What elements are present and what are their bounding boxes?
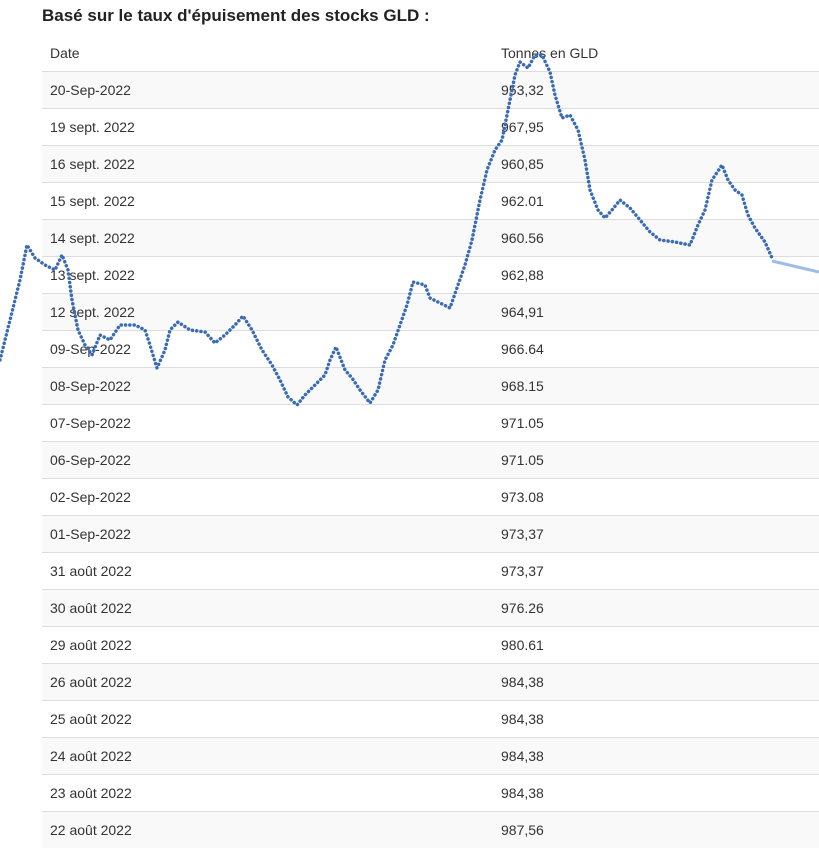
date-cell: 15 sept. 2022 xyxy=(42,182,493,220)
date-cell: 06-Sep-2022 xyxy=(42,441,493,479)
table-row: 14 sept. 2022 960.56 xyxy=(42,219,819,257)
page-title: Basé sur le taux d'épuisement des stocks… xyxy=(42,6,430,25)
tonnes-cell: 962,88 xyxy=(493,256,819,294)
table-row: 23 août 2022 984,38 xyxy=(42,774,819,812)
date-cell: 20-Sep-2022 xyxy=(42,71,493,109)
tonnes-cell: 971.05 xyxy=(493,404,819,442)
tonnes-cell: 984,38 xyxy=(493,774,819,812)
tonnes-cell: 973,37 xyxy=(493,515,819,553)
table-row: 24 août 2022 984,38 xyxy=(42,737,819,775)
table-row: 13 sept. 2022 962,88 xyxy=(42,256,819,294)
table-row: 08-Sep-2022 968.15 xyxy=(42,367,819,405)
date-cell: 09-Sep-2022 xyxy=(42,330,493,368)
table-row: 31 août 2022 973,37 xyxy=(42,552,819,590)
date-cell: 26 août 2022 xyxy=(42,663,493,701)
tonnes-cell: 973,37 xyxy=(493,552,819,590)
date-cell: 02-Sep-2022 xyxy=(42,478,493,516)
tonnes-cell: 984,38 xyxy=(493,663,819,701)
table-row: 15 sept. 2022 962.01 xyxy=(42,182,819,220)
table-row: 07-Sep-2022 971.05 xyxy=(42,404,819,442)
date-cell: 24 août 2022 xyxy=(42,737,493,775)
column-header: Date xyxy=(50,45,80,61)
table-body: 20-Sep-2022 953,32 19 sept. 2022 967,95 16 s… xyxy=(42,71,819,848)
table-row: 01-Sep-2022 973,37 xyxy=(42,515,819,553)
tonnes-cell: 960.56 xyxy=(493,219,819,257)
table-row: 02-Sep-2022 973.08 xyxy=(42,478,819,516)
tonnes-cell: 968.15 xyxy=(493,367,819,405)
table-row: 19 sept. 2022 967,95 xyxy=(42,108,819,146)
date-cell: 16 sept. 2022 xyxy=(42,145,493,183)
table-row: 20-Sep-2022 953,32 xyxy=(42,71,819,109)
header-row: Date Tonnes en GLD xyxy=(42,35,819,72)
table-row: 29 août 2022 980.61 xyxy=(42,626,819,664)
tonnes-cell: 962.01 xyxy=(493,182,819,220)
table-row: 30 août 2022 976.26 xyxy=(42,589,819,627)
table-row: 06-Sep-2022 971.05 xyxy=(42,441,819,479)
date-cell: 19 sept. 2022 xyxy=(42,108,493,146)
date-cell: 08-Sep-2022 xyxy=(42,367,493,405)
date-cell: 30 août 2022 xyxy=(42,589,493,627)
date-cell: 29 août 2022 xyxy=(42,626,493,664)
tonnes-cell: 976.26 xyxy=(493,589,819,627)
tonnes-cell: 964,91 xyxy=(493,293,819,331)
tonnes-cell: 971.05 xyxy=(493,441,819,479)
tonnes-cell: 984,38 xyxy=(493,737,819,775)
date-cell: 23 août 2022 xyxy=(42,774,493,812)
table-row: 16 sept. 2022 960,85 xyxy=(42,145,819,183)
tonnes-cell: 953,32 xyxy=(493,71,819,109)
tonnes-cell: 967,95 xyxy=(493,108,819,146)
table-row: 26 août 2022 984,38 xyxy=(42,663,819,701)
table-row: 09-Sep-2022 966.64 xyxy=(42,330,819,368)
date-cell: 01-Sep-2022 xyxy=(42,515,493,553)
tonnes-cell: 987,56 xyxy=(493,811,819,848)
table-row: 12 sept. 2022 964,91 xyxy=(42,293,819,331)
table-row: 22 août 2022 987,56 xyxy=(42,811,819,848)
table-row: 25 août 2022 984,38 xyxy=(42,700,819,738)
data-table: Date Tonnes en GLD 20-Sep-2022 953,32 19 s… xyxy=(42,35,819,848)
tonnes-cell: 973.08 xyxy=(493,478,819,516)
date-cell: 31 août 2022 xyxy=(42,552,493,590)
date-cell: 22 août 2022 xyxy=(42,811,493,848)
date-cell: 12 sept. 2022 xyxy=(42,293,493,331)
tonnes-cell: 984,38 xyxy=(493,700,819,738)
date-cell: 13 sept. 2022 xyxy=(42,256,493,294)
column-header: Tonnes en GLD xyxy=(501,45,599,61)
tonnes-cell: 960,85 xyxy=(493,145,819,183)
date-cell: 07-Sep-2022 xyxy=(42,404,493,442)
tonnes-cell: 966.64 xyxy=(493,330,819,368)
tonnes-cell: 980.61 xyxy=(493,626,819,664)
date-cell: 14 sept. 2022 xyxy=(42,219,493,257)
date-cell: 25 août 2022 xyxy=(42,700,493,738)
